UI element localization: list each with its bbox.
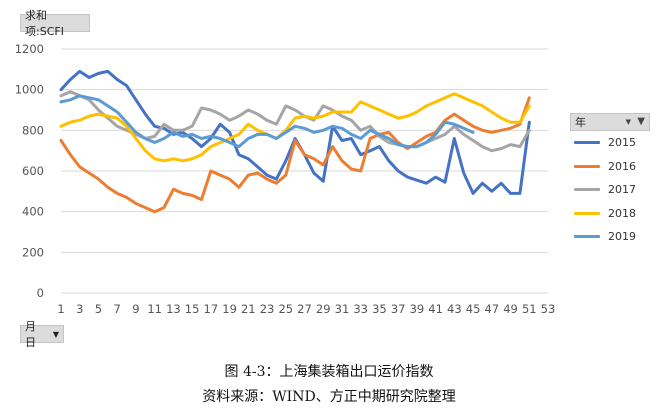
x-axis-ticks: 1 3 5 7 9 11 13 15 17 19 21 23 25 27 29 31 33 35 37 39 41 43 4… xyxy=(57,302,555,316)
x-tick-label: 39 xyxy=(410,302,425,316)
legend-header[interactable]: 年 ▼ ▼ xyxy=(570,113,650,131)
legend-swatch xyxy=(574,235,600,239)
legend-label: 2017 xyxy=(608,183,636,197)
gridlines xyxy=(61,48,548,294)
series-line-2019 xyxy=(59,94,475,149)
x-tick-label: 37 xyxy=(391,302,406,316)
x-tick-label: 41 xyxy=(428,302,443,316)
value-field-label: 求和项:SCFI xyxy=(25,9,64,38)
x-tick-label: 43 xyxy=(447,302,462,316)
x-tick-label: 53 xyxy=(541,302,556,316)
x-tick-label: 3 xyxy=(76,302,83,316)
figure-source: 资料来源：WIND、方正中期研究院整理 xyxy=(202,389,456,405)
x-tick-label: 25 xyxy=(278,302,293,316)
legend-label: 2019 xyxy=(608,230,636,244)
x-tick-label: 31 xyxy=(335,302,350,316)
legend-item-2017: 2017 xyxy=(570,178,650,202)
figure-caption: 图 4-3：上海集装箱出口运价指数 xyxy=(224,364,434,380)
value-field-button[interactable]: 求和项:SCFI xyxy=(20,9,90,38)
x-tick-label: 1 xyxy=(57,302,64,316)
axis-field-button[interactable]: 月日 ▼ xyxy=(20,320,64,349)
series-lines xyxy=(59,69,531,214)
axis-field-label: 月日 xyxy=(25,320,36,349)
x-tick-label: 15 xyxy=(185,302,200,316)
series-line-2016 xyxy=(59,96,531,214)
y-tick-label: 200 xyxy=(22,245,44,259)
legend: 年 ▼ ▼ 2015 2016 2017 2018 2019 xyxy=(570,113,650,249)
x-tick-label: 9 xyxy=(132,302,139,316)
legend-items: 2015 2016 2017 2018 2019 xyxy=(570,131,650,249)
y-tick-label: 800 xyxy=(22,123,44,137)
x-tick-label: 7 xyxy=(114,302,121,316)
x-tick-label: 45 xyxy=(466,302,481,316)
x-tick-label: 49 xyxy=(503,302,518,316)
y-tick-label: 600 xyxy=(22,164,44,178)
y-axis-ticks: 0 200 400 600 800 1000 1200 xyxy=(15,42,44,300)
x-tick-label: 21 xyxy=(241,302,256,316)
legend-item-2019: 2019 xyxy=(570,225,650,249)
legend-swatch xyxy=(574,188,600,192)
x-tick-label: 13 xyxy=(166,302,181,316)
legend-label: 2015 xyxy=(608,136,636,150)
dropdown-arrow-icon: ▼ xyxy=(625,118,631,126)
legend-swatch xyxy=(574,164,600,168)
y-tick-label: 1200 xyxy=(15,42,44,56)
y-tick-label: 400 xyxy=(22,205,44,219)
x-tick-label: 29 xyxy=(316,302,331,316)
dropdown-arrow-icon: ▼ xyxy=(52,329,59,339)
x-tick-label: 23 xyxy=(260,302,275,316)
x-tick-label: 11 xyxy=(147,302,162,316)
legend-swatch xyxy=(574,141,600,145)
x-tick-label: 35 xyxy=(372,302,387,316)
legend-title: 年 xyxy=(575,116,586,129)
x-tick-label: 19 xyxy=(222,302,237,316)
x-tick-label: 47 xyxy=(484,302,499,316)
legend-label: 2016 xyxy=(608,159,636,173)
x-tick-label: 33 xyxy=(353,302,368,316)
y-tick-label: 1000 xyxy=(15,83,44,97)
legend-item-2016: 2016 xyxy=(570,155,650,179)
series-line-2015 xyxy=(59,69,531,195)
x-tick-label: 27 xyxy=(297,302,312,316)
legend-label: 2018 xyxy=(608,206,636,220)
x-tick-label: 51 xyxy=(522,302,537,316)
y-tick-label: 0 xyxy=(37,286,44,300)
legend-swatch xyxy=(574,211,600,215)
x-tick-label: 17 xyxy=(204,302,219,316)
series-line-2018 xyxy=(59,92,531,163)
x-tick-label: 5 xyxy=(95,302,102,316)
legend-item-2015: 2015 xyxy=(570,131,650,155)
filter-icon[interactable]: ▼ xyxy=(637,116,645,127)
legend-item-2018: 2018 xyxy=(570,202,650,226)
